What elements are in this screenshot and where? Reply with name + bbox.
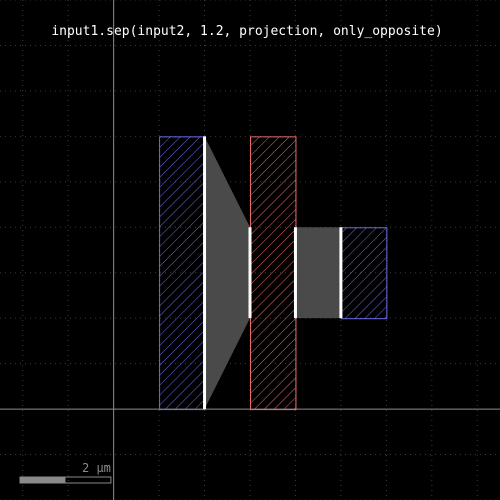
markers-layer [204,136,341,410]
shapes-layer [159,136,388,411]
scale-bar: 2 μm [19,461,112,484]
input1-right-rect [340,227,388,320]
input1-left-rect [159,136,206,411]
scale-bar-label: 2 μm [82,461,111,475]
scale-bar-fill [20,477,66,483]
page-title: input1.sep(input2, 1.2, projection, only… [51,24,442,39]
marker-trapezoid [204,136,250,410]
marker-rect [295,227,341,319]
edges-layer [203,136,343,410]
input2-rect [250,136,297,411]
